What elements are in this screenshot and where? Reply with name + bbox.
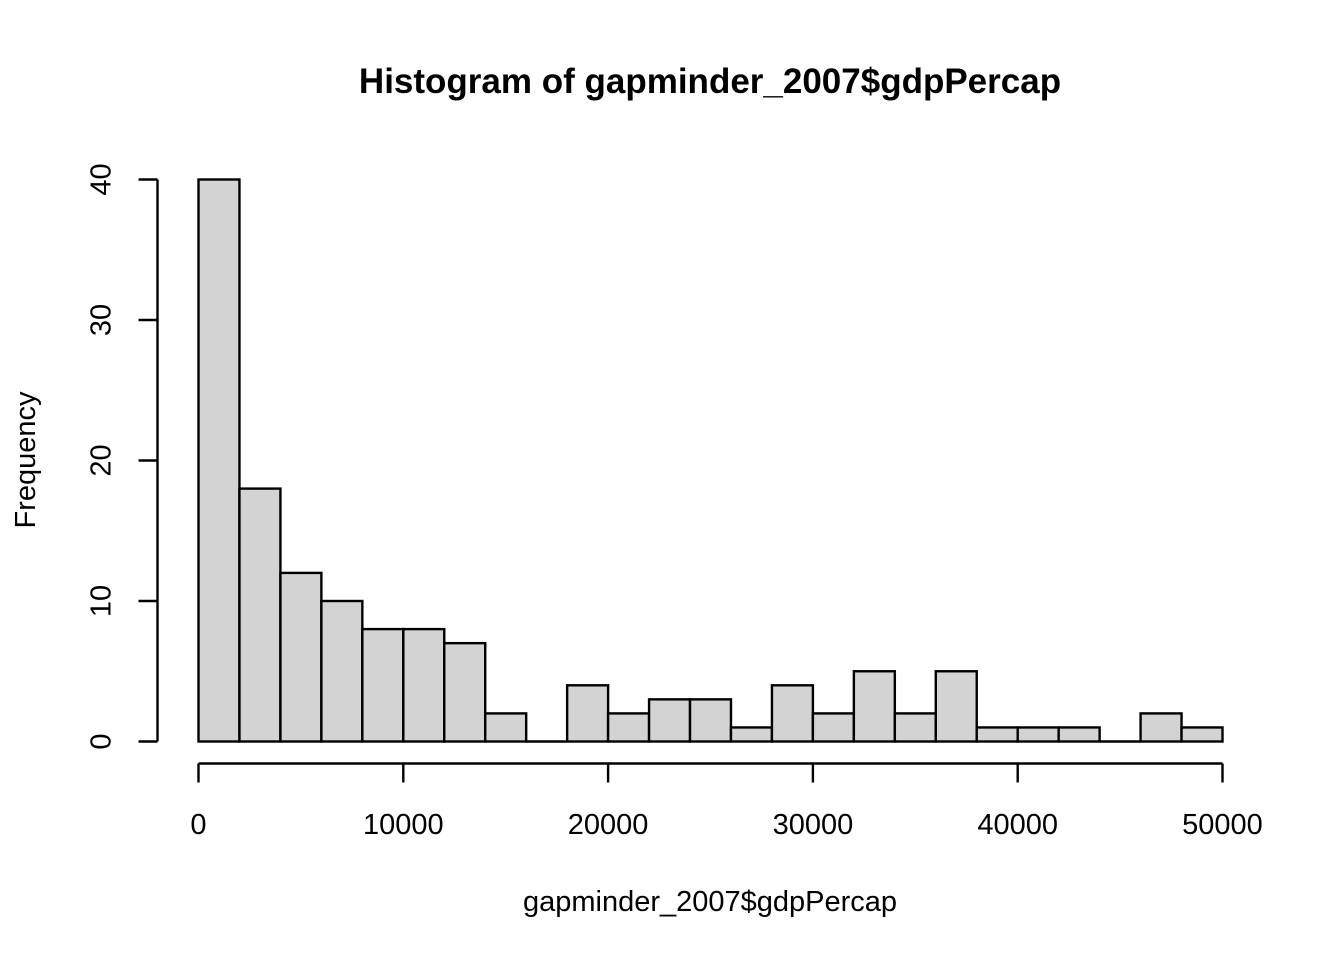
x-tick-label: 50000 xyxy=(1182,809,1263,841)
x-tick-label: 20000 xyxy=(568,809,649,841)
histogram-bar xyxy=(443,641,487,743)
histogram-bar xyxy=(729,726,774,743)
histogram-bar xyxy=(402,627,446,743)
y-tick-label: 10 xyxy=(86,585,118,617)
histogram-bar xyxy=(279,571,323,743)
histogram-bar xyxy=(1057,726,1101,743)
histogram-bar xyxy=(688,698,733,743)
x-tick-label: 10000 xyxy=(363,809,444,841)
histogram-bar xyxy=(197,178,241,743)
y-tick-label: 30 xyxy=(86,304,118,336)
y-tick-label: 20 xyxy=(86,444,118,476)
histogram-bar xyxy=(606,712,651,743)
x-axis-label: gapminder_2007$gdpPercap xyxy=(523,886,897,918)
x-axis: 0 10000 20000 30000 40000 50000 xyxy=(190,762,1263,841)
histogram-bar xyxy=(484,712,528,743)
histogram-bar xyxy=(320,599,364,743)
histogram-bar xyxy=(852,670,897,743)
x-tick-label: 30000 xyxy=(773,809,854,841)
histogram-bar xyxy=(770,684,815,743)
histogram-bar xyxy=(1016,726,1060,743)
histogram-bar xyxy=(565,684,610,743)
y-axis-label: Frequency xyxy=(10,391,42,529)
x-tick-label: 0 xyxy=(190,809,206,841)
y-tick-label: 0 xyxy=(86,733,118,749)
histogram-bars xyxy=(197,178,1224,743)
x-tick-label: 40000 xyxy=(977,809,1058,841)
histogram-bar xyxy=(934,670,978,743)
histogram-bar xyxy=(238,487,282,743)
y-tick-label: 40 xyxy=(86,163,118,195)
chart-title: Histogram of gapminder_2007$gdpPercap xyxy=(359,62,1061,101)
histogram-bar xyxy=(361,627,405,743)
histogram-bar xyxy=(893,712,937,743)
y-axis: 0 10 20 30 40 xyxy=(86,163,159,750)
histogram-bar xyxy=(811,712,856,743)
histogram-bar xyxy=(647,698,692,743)
histogram-bar xyxy=(1180,726,1224,743)
histogram-bar xyxy=(975,726,1019,743)
histogram-bar xyxy=(1139,712,1183,743)
